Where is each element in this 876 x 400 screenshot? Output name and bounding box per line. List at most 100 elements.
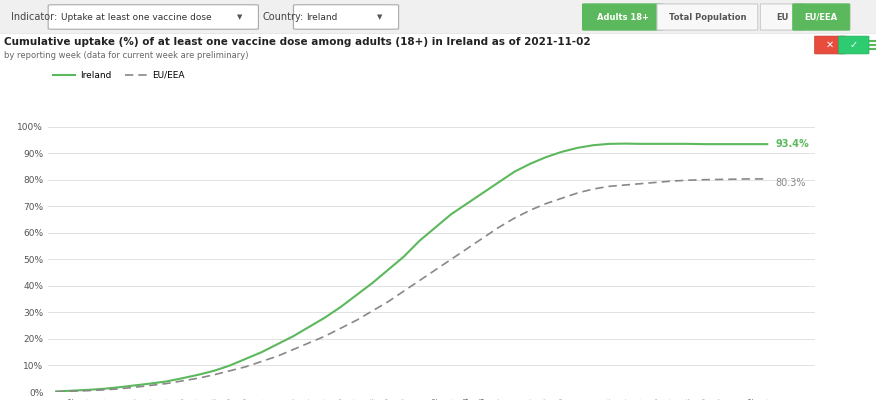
EU/EEA (336, 326, 346, 331)
Ireland (668, 142, 678, 146)
Ireland (430, 225, 441, 230)
EU/EEA (272, 354, 283, 358)
EU/EEA (588, 186, 598, 191)
Ireland (67, 388, 77, 393)
EU/EEA (351, 318, 362, 323)
Ireland (383, 268, 393, 272)
Text: 80.3%: 80.3% (775, 178, 806, 188)
EU/EEA (746, 176, 757, 181)
Ireland (367, 281, 378, 286)
EU/EEA (383, 299, 393, 304)
EU/EEA (620, 182, 631, 187)
EU/EEA (762, 176, 773, 181)
Ireland (462, 201, 472, 206)
Ireland (762, 142, 773, 146)
Ireland (208, 368, 219, 373)
EU/EEA (177, 378, 187, 383)
Ireland (446, 212, 456, 216)
EU/EEA (414, 278, 425, 283)
Ireland (652, 142, 662, 146)
Text: Uptake at least one vaccine dose: Uptake at least one vaccine dose (61, 12, 212, 22)
Ireland (177, 376, 187, 381)
EU/EEA (493, 225, 504, 230)
EU/EEA (604, 184, 614, 189)
Text: Country:: Country: (263, 12, 304, 22)
EU/EEA (130, 385, 140, 390)
Ireland (414, 238, 425, 243)
EU/EEA (193, 376, 203, 381)
EU/EEA (731, 177, 741, 182)
Ireland (304, 324, 314, 329)
Ireland (493, 180, 504, 185)
Ireland (399, 254, 409, 259)
Ireland (114, 385, 124, 390)
EU/EEA (652, 180, 662, 185)
EU/EEA (715, 177, 725, 182)
EU/EEA (668, 179, 678, 184)
Text: ✓: ✓ (850, 40, 858, 50)
Text: 93.4%: 93.4% (775, 139, 809, 149)
EU/EEA (224, 368, 235, 373)
Line: EU/EEA: EU/EEA (56, 179, 767, 392)
EU/EEA (288, 347, 299, 352)
Ireland (477, 190, 488, 195)
Ireland (588, 143, 598, 148)
Ireland (145, 381, 156, 386)
Ireland (351, 293, 362, 298)
EU/EEA (683, 178, 694, 183)
Ireland (130, 383, 140, 388)
FancyBboxPatch shape (48, 5, 258, 29)
EU/EEA (525, 208, 535, 213)
Text: ▼: ▼ (378, 14, 383, 20)
Ireland (715, 142, 725, 146)
EU/EEA (636, 181, 646, 186)
Ireland (604, 142, 614, 146)
EU/EEA (367, 309, 378, 314)
FancyBboxPatch shape (815, 36, 845, 54)
EU/EEA (98, 388, 109, 392)
Ireland (98, 386, 109, 391)
Line: Ireland: Ireland (56, 144, 767, 392)
Ireland (272, 342, 283, 347)
Text: Ireland: Ireland (307, 12, 338, 22)
Ireland (336, 305, 346, 310)
EU/EEA (430, 268, 441, 272)
Ireland (636, 142, 646, 146)
Ireland (82, 388, 93, 392)
FancyBboxPatch shape (657, 4, 758, 30)
EU/EEA (82, 388, 93, 393)
EU/EEA (446, 257, 456, 262)
Text: EU/EEA: EU/EEA (805, 12, 837, 22)
EU/EEA (556, 196, 567, 201)
Ireland (699, 142, 710, 146)
EU/EEA (509, 216, 519, 220)
FancyBboxPatch shape (793, 4, 850, 30)
EU/EEA (462, 246, 472, 251)
Text: ▼: ▼ (237, 14, 243, 20)
EU/EEA (161, 381, 172, 386)
EU/EEA (241, 364, 251, 369)
EU/EEA (67, 389, 77, 394)
EU/EEA (257, 359, 267, 364)
Ireland (540, 155, 551, 160)
Ireland (572, 146, 583, 150)
Legend: Ireland, EU/EEA: Ireland, EU/EEA (53, 71, 184, 80)
Ireland (224, 363, 235, 368)
EU/EEA (477, 236, 488, 240)
FancyBboxPatch shape (760, 4, 804, 30)
EU/EEA (145, 383, 156, 388)
Ireland (746, 142, 757, 146)
Ireland (257, 350, 267, 354)
EU/EEA (540, 201, 551, 206)
Text: Total Population: Total Population (668, 12, 746, 22)
FancyBboxPatch shape (583, 4, 663, 30)
EU/EEA (572, 190, 583, 195)
Ireland (320, 315, 330, 320)
Ireland (51, 389, 61, 394)
Ireland (731, 142, 741, 146)
FancyBboxPatch shape (838, 36, 869, 54)
EU/EEA (51, 389, 61, 394)
Text: Indicator:: Indicator: (11, 12, 57, 22)
Text: Cumulative uptake (%) of at least one vaccine dose among adults (18+) in Ireland: Cumulative uptake (%) of at least one va… (4, 37, 591, 47)
Text: Adults 18+: Adults 18+ (597, 12, 649, 22)
